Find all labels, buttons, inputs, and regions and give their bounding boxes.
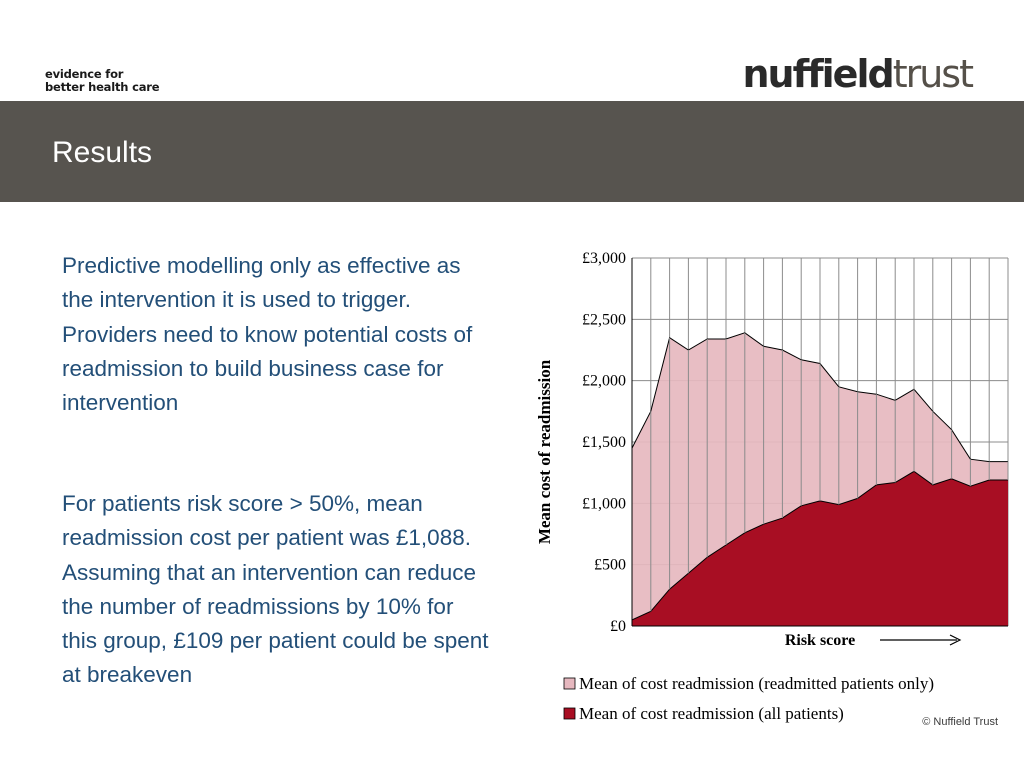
brand-logo-part1: nuffield [742,52,894,96]
legend-label-1: Mean of cost readmission (readmitted pat… [579,674,934,693]
legend-swatch-2 [563,707,576,720]
brand-logo: nuffieldtrust [742,52,974,96]
x-axis-arrow-head [949,634,962,646]
legend-layer: Mean of cost readmission (readmitted pat… [563,674,934,723]
y-tick-label: £1,500 [582,434,626,451]
slide-title: Results [52,136,153,169]
copyright: © Nuffield Trust [922,716,998,728]
series-line-2 [631,470,1008,621]
y-tick-label: £2,500 [582,311,626,328]
tagline: evidence for better health care [45,67,160,94]
title-bar [0,101,1024,202]
series-area-2 [632,471,1008,626]
y-tick-label: £1,000 [582,495,626,512]
cost-chart: £0 £500 £1,000 £1,500 £2,000 £2,500 £3,000 Mean… [535,250,1009,723]
tagline-line2: better health care [45,80,160,94]
tagline-line1: evidence for [45,67,124,81]
y-tick-label: £3,000 [582,250,626,267]
paragraph-2: For patients risk score > 50%, mean read… [62,491,489,688]
y-tick-label: £0 [610,618,626,635]
brand-logo-part2: trust [892,52,974,96]
legend-label-2: Mean of cost readmission (all patients) [579,704,844,723]
y-tick-label: £500 [594,557,626,574]
axis-layer: £0 £500 £1,000 £1,500 £2,000 £2,500 £3,000 Mean… [535,250,1008,649]
x-axis-label: Risk score [785,632,855,649]
y-axis-label: Mean cost of readmission [535,359,554,544]
legend-swatch-1 [563,677,576,690]
y-tick-label: £2,000 [582,373,626,390]
area-layer [631,332,1009,626]
paragraph-1: Predictive modelling only as effective a… [62,253,473,416]
